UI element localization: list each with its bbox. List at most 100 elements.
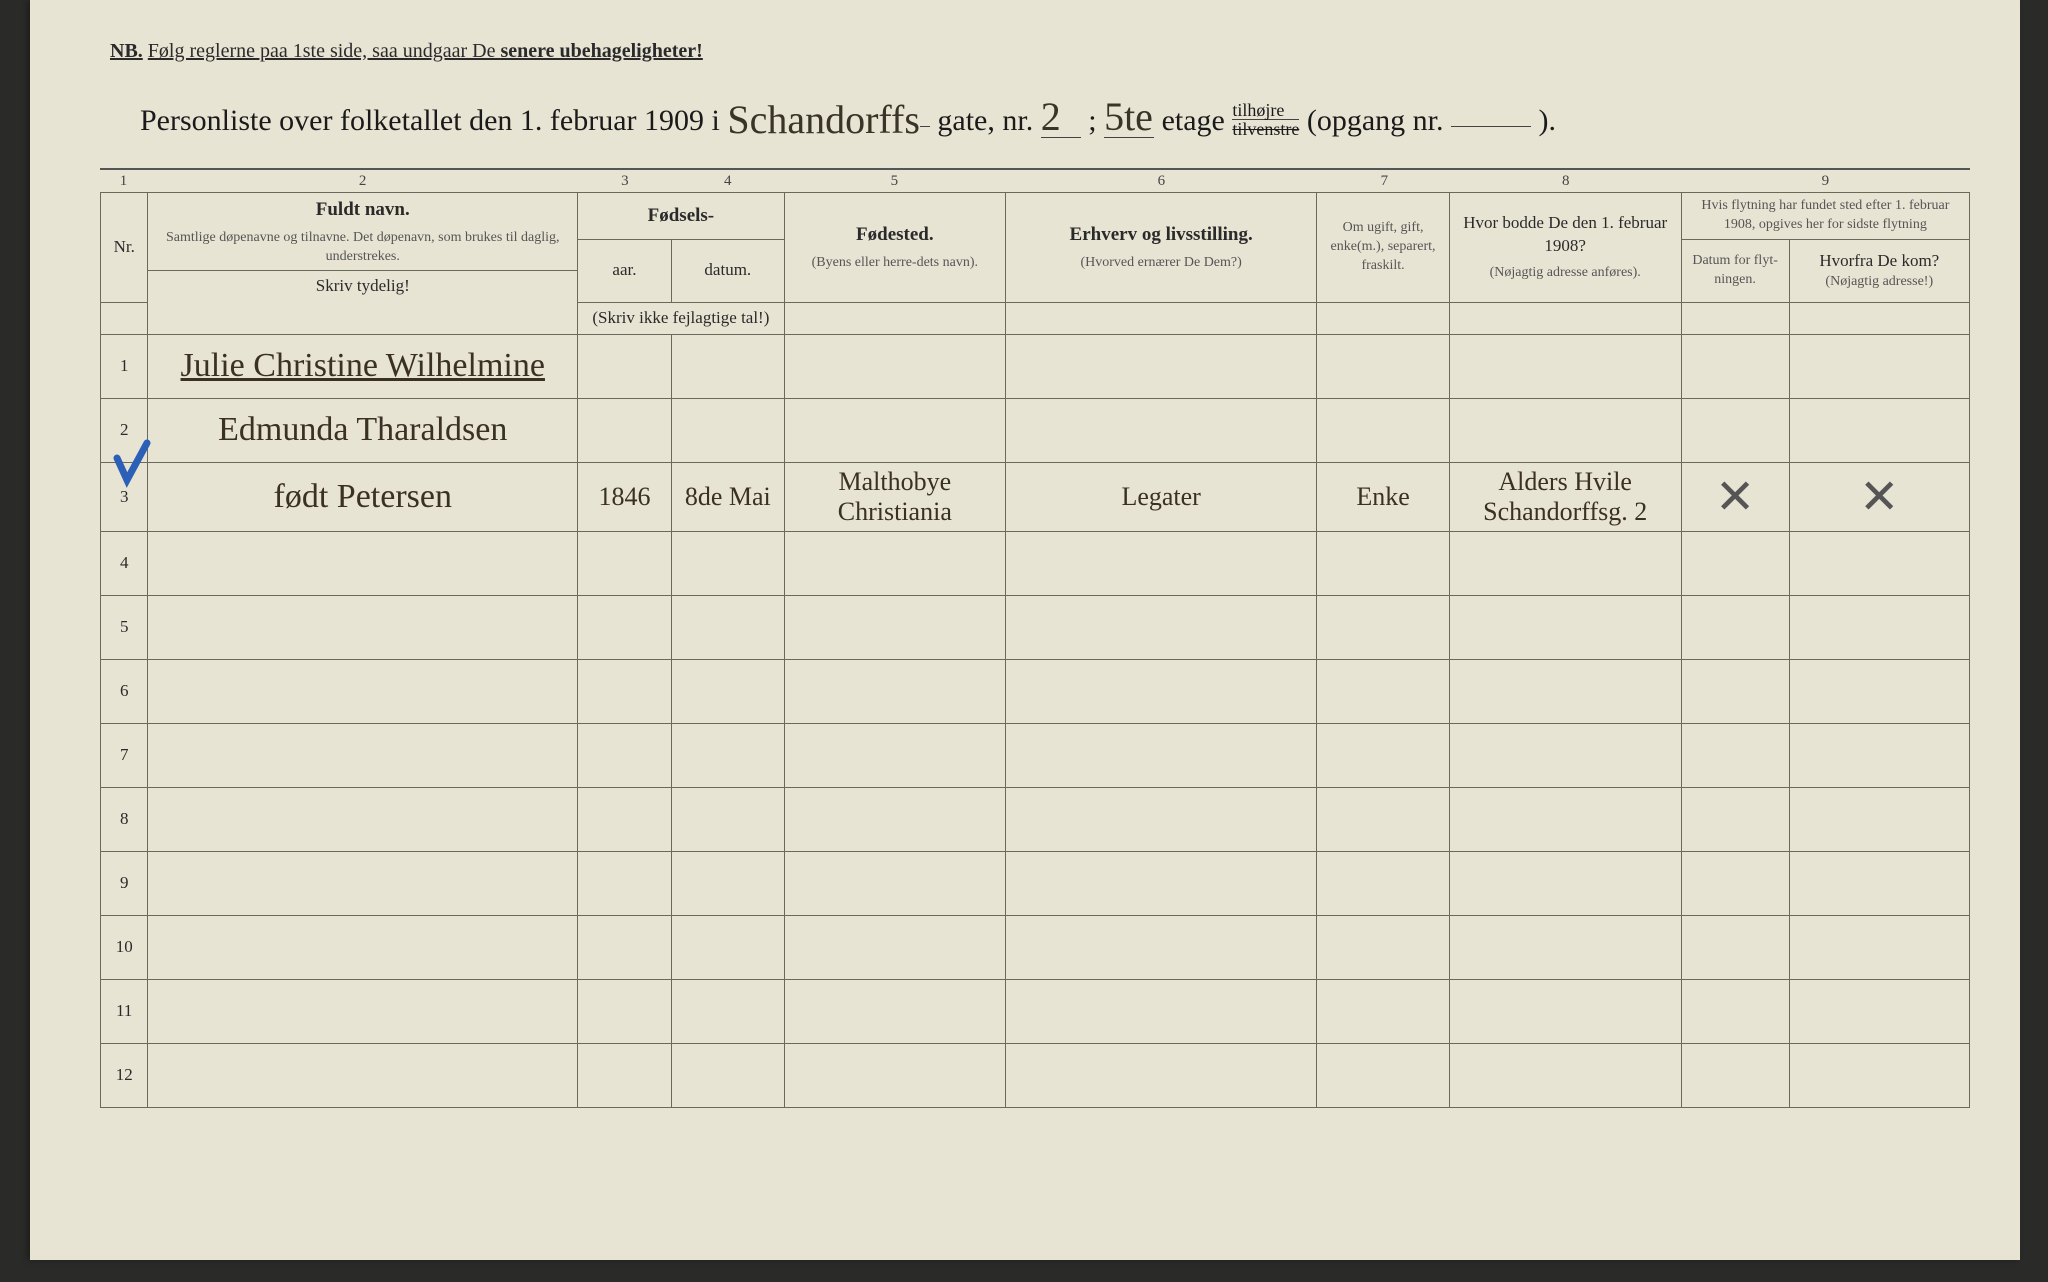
address-1908-cell <box>1449 398 1681 462</box>
year-cell <box>578 915 672 979</box>
date-cell <box>671 851 784 915</box>
nr-handwritten: 2 <box>1041 93 1061 140</box>
address-1908-cell <box>1449 723 1681 787</box>
address-1908-cell <box>1449 595 1681 659</box>
marital-cell: Enke <box>1317 462 1449 531</box>
from-where-cell <box>1789 1043 1969 1107</box>
occupation-cell <box>1005 979 1316 1043</box>
birthplace-cell <box>784 595 1005 659</box>
table-row: 7 <box>101 723 1970 787</box>
cross-mark-icon: ✕ <box>1715 471 1755 524</box>
name-cell: født Petersen <box>148 462 578 531</box>
coln-9: 9 <box>1681 173 1970 190</box>
occupation-cell <box>1005 915 1316 979</box>
from-where-cell <box>1789 979 1969 1043</box>
table-row: 3født Petersen18468de MaiMalthobye Chris… <box>101 462 1970 531</box>
name-cell <box>148 723 578 787</box>
birthplace-cell <box>784 398 1005 462</box>
hdr-fodsels: Fødsels- <box>578 193 785 240</box>
opgang-label: (opgang nr. <box>1307 104 1444 137</box>
name-cell <box>148 659 578 723</box>
date-cell <box>671 723 784 787</box>
marital-cell <box>1317 979 1449 1043</box>
row-number: 10 <box>101 915 148 979</box>
name-cell <box>148 531 578 595</box>
occupation-cell <box>1005 595 1316 659</box>
occupation-cell <box>1005 851 1316 915</box>
date-cell <box>671 979 784 1043</box>
year-cell <box>578 595 672 659</box>
address-1908-cell: Alders Hvile Schandorffsg. 2 <box>1449 462 1681 531</box>
table-row: 4 <box>101 531 1970 595</box>
address-1908-cell <box>1449 979 1681 1043</box>
from-where-cell <box>1789 334 1969 398</box>
date-cell <box>671 915 784 979</box>
name-cell <box>148 787 578 851</box>
date-cell <box>671 1043 784 1107</box>
hdr-fodested: Fødested. (Byens eller herre-dets navn). <box>784 193 1005 303</box>
etage-handwritten: 5te <box>1104 93 1153 140</box>
name-cell <box>148 595 578 659</box>
year-cell <box>578 979 672 1043</box>
col-numbers-row: 1 2 3 4 5 6 7 8 9 <box>100 170 1970 192</box>
semi: ; <box>1088 104 1104 137</box>
birthplace-cell <box>784 723 1005 787</box>
coln-7: 7 <box>1318 173 1450 190</box>
name-cell <box>148 915 578 979</box>
hdr-name: Fuldt navn. Samtlige døpenavne og tilnav… <box>148 193 578 271</box>
year-cell <box>578 659 672 723</box>
birthplace-cell <box>784 531 1005 595</box>
move-date-cell <box>1681 915 1789 979</box>
cell-handwritten: Enke <box>1356 482 1409 511</box>
row-number: 11 <box>101 979 148 1043</box>
birthplace-cell <box>784 979 1005 1043</box>
hdr-skriv-tydelig: Skriv tydelig! <box>148 271 578 302</box>
census-table: Nr. Fuldt navn. Samtlige døpenavne og ti… <box>100 192 1970 1108</box>
move-date-cell <box>1681 1043 1789 1107</box>
cell-handwritten: Alders Hvile Schandorffsg. 2 <box>1483 467 1647 526</box>
from-where-cell: ✕ <box>1789 462 1969 531</box>
marital-cell <box>1317 723 1449 787</box>
hdr-datum: datum. <box>671 239 784 302</box>
nb-text-b: senere ubehageligheter! <box>500 40 702 62</box>
tilhojre: tilhøjre <box>1232 101 1299 120</box>
occupation-cell <box>1005 723 1316 787</box>
occupation-cell <box>1005 398 1316 462</box>
gate-label: gate, nr. <box>937 104 1033 137</box>
table-row: 11 <box>101 979 1970 1043</box>
name-cell <box>148 1043 578 1107</box>
marital-cell <box>1317 398 1449 462</box>
from-where-cell <box>1789 723 1969 787</box>
cell-handwritten: 1846 <box>598 482 650 511</box>
coln-5: 5 <box>784 173 1005 190</box>
move-date-cell <box>1681 334 1789 398</box>
year-cell <box>578 334 672 398</box>
birthplace-cell <box>784 915 1005 979</box>
occupation-cell <box>1005 334 1316 398</box>
hdr-erhverv: Erhverv og livsstilling. (Hvorved ernære… <box>1005 193 1316 303</box>
address-1908-cell <box>1449 915 1681 979</box>
etage-label: etage <box>1162 104 1225 137</box>
move-date-cell <box>1681 398 1789 462</box>
move-date-cell <box>1681 595 1789 659</box>
occupation-cell <box>1005 787 1316 851</box>
coln-1: 1 <box>100 173 147 190</box>
coln-2: 2 <box>147 173 578 190</box>
move-date-cell <box>1681 979 1789 1043</box>
row-number: 4 <box>101 531 148 595</box>
occupation-cell <box>1005 1043 1316 1107</box>
name-cell: Edmunda Tharaldsen <box>148 398 578 462</box>
name-handwritten: født Petersen <box>274 478 452 515</box>
row-number: 6 <box>101 659 148 723</box>
year-cell <box>578 1043 672 1107</box>
date-cell <box>671 334 784 398</box>
street-handwritten: Schandorffs <box>727 96 920 143</box>
table-row: 8 <box>101 787 1970 851</box>
birthplace-cell <box>784 1043 1005 1107</box>
title-lead: Personliste over folketallet den 1. febr… <box>140 104 720 137</box>
tilvenstre: tilvenstre <box>1232 120 1299 138</box>
marital-cell <box>1317 851 1449 915</box>
row-number: 5 <box>101 595 148 659</box>
row-number: 1 <box>101 334 148 398</box>
birthplace-cell <box>784 334 1005 398</box>
